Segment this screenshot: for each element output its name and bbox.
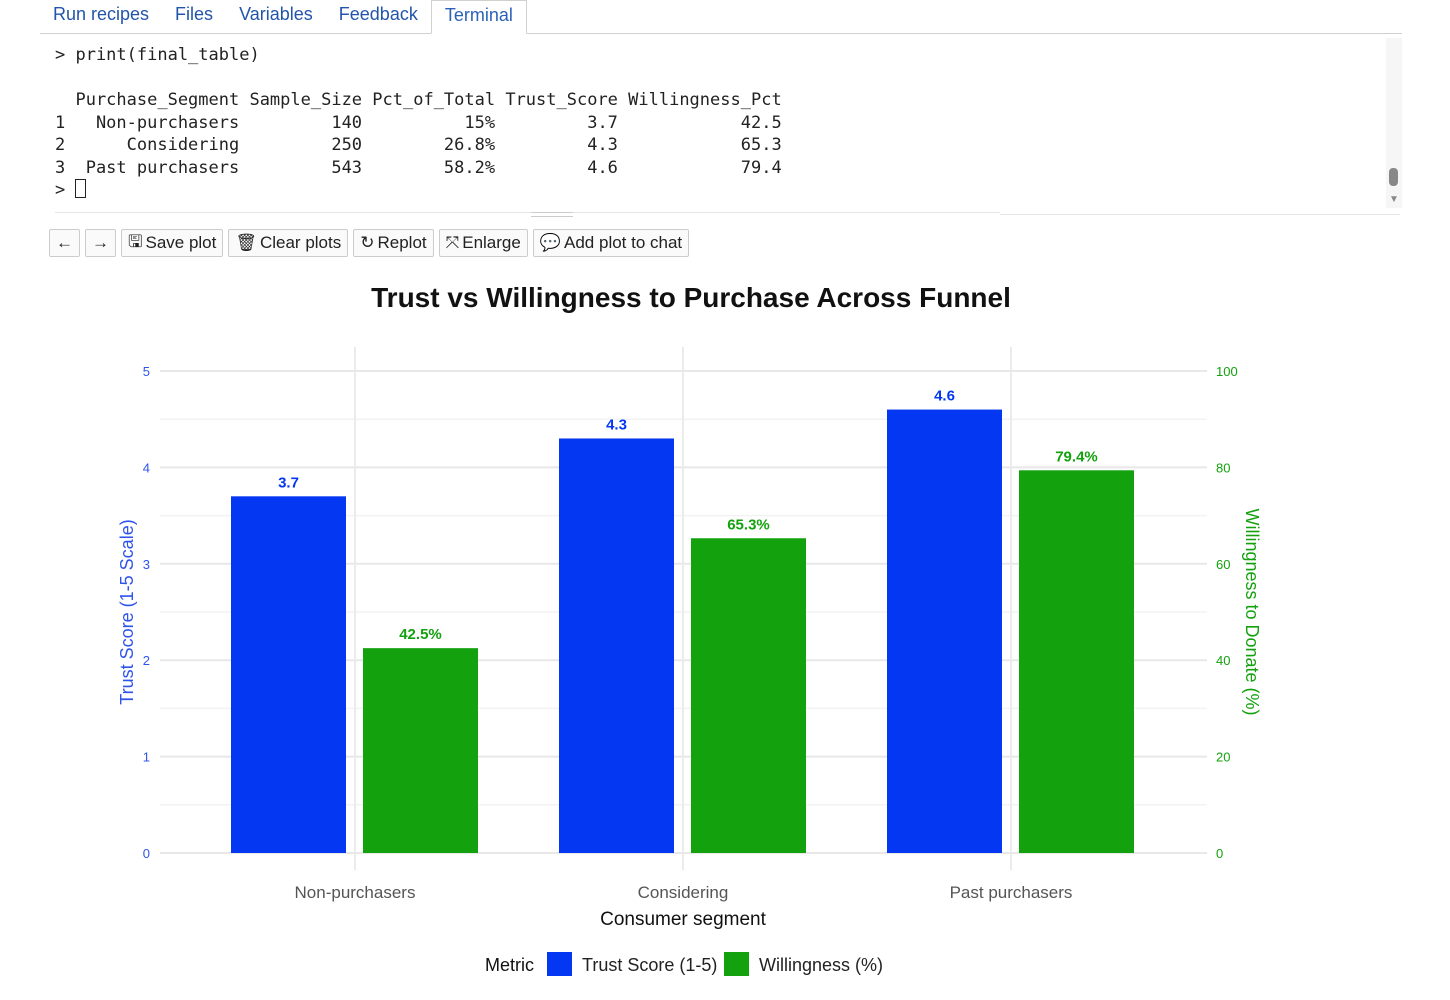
bar-trust [887,409,1002,853]
legend-swatch-trust [547,952,572,976]
tab-terminal[interactable]: Terminal [430,0,527,34]
save-icon: 🖫 [128,231,143,251]
x-tick-label: Past purchasers [950,883,1073,902]
scrollbar-thumb[interactable] [1389,168,1398,186]
y2-tick-label: 100 [1216,364,1238,379]
legend-label-trust: Trust Score (1-5) [582,955,717,975]
replot-button[interactable]: ↻ Replot [353,229,434,257]
terminal-command: > print(final_table) [55,45,260,65]
table-header: Purchase_Segment Sample_Size Pct_of_Tota… [55,90,782,110]
terminal-output[interactable]: > print(final_table) Purchase_Segment Sa… [55,44,782,202]
y-axis-label: Trust Score (1-5 Scale) [117,519,137,704]
save-plot-button[interactable]: 🖫 Save plot [121,229,224,257]
y2-axis-label: Willingness to Donate (%) [1242,508,1262,715]
y-tick-label: 2 [143,653,150,668]
terminal-scrollbar[interactable]: ▼ [1386,38,1402,208]
divider [1000,214,1400,215]
x-axis-label: Consumer segment [600,909,767,930]
add-plot-to-chat-button[interactable]: 💬 Add plot to chat [532,229,690,257]
data-label: 3.7 [278,474,299,491]
forward-button[interactable]: → [85,229,116,257]
tab-variables[interactable]: Variables [239,4,313,24]
refresh-icon: ↻ [360,233,375,252]
resize-handle[interactable] [531,212,573,217]
legend-swatch-willingness [724,952,749,976]
y-tick-label: 4 [143,460,150,475]
legend-title: Metric [485,955,534,975]
legend-label-willingness: Willingness (%) [759,955,883,975]
chat-icon: 💬 [539,233,562,252]
y2-tick-label: 20 [1216,750,1230,765]
data-label: 65.3% [727,516,770,533]
bar-trust [559,438,674,853]
y2-tick-label: 40 [1216,653,1230,668]
tab-feedback[interactable]: Feedback [338,4,418,24]
tab-files[interactable]: Files [175,4,214,24]
clear-plots-button[interactable]: 🗑 Clear plots [228,229,349,257]
table-row: 3 Past purchasers 543 58.2% 4.6 79.4 [55,157,782,178]
y-tick-label: 0 [143,846,150,861]
y2-tick-label: 0 [1216,846,1223,861]
terminal-prompt[interactable]: > [55,179,782,202]
bar-trust [231,496,346,853]
y-tick-label: 3 [143,557,150,572]
y-tick-label: 1 [143,750,150,765]
x-tick-label: Non-purchasers [295,883,416,902]
plot-toolbar: ← → 🖫 Save plot 🗑 Clear plots ↻ Replot ⤧ Enl… [49,229,690,257]
data-label: 4.3 [606,416,627,433]
chart-title: Trust vs Willingness to Purchase Across … [371,282,1011,313]
data-label: 79.4% [1055,448,1098,465]
arrow-left-icon: ← [56,233,73,252]
data-label: 4.6 [934,388,955,405]
enlarge-button[interactable]: ⤧ Enlarge [438,229,528,257]
x-tick-label: Considering [638,883,729,902]
y-tick-label: 5 [143,364,150,379]
y2-tick-label: 80 [1216,460,1230,475]
arrow-right-icon: → [92,233,109,252]
panel-tabs: Run recipes Files Variables Feedback Ter… [40,0,1402,34]
bar-willingness [1019,470,1134,853]
expand-icon: ⤧ [445,233,460,252]
trash-icon: 🗑 [235,233,257,252]
y2-tick-label: 60 [1216,557,1230,572]
bar-willingness [691,538,806,853]
divider [55,212,1000,213]
back-button[interactable]: ← [49,229,80,257]
table-row: 2 Considering 250 26.8% 4.3 65.3 [55,135,782,155]
scroll-down-arrow-icon[interactable]: ▼ [1389,194,1399,205]
data-label: 42.5% [399,626,442,643]
table-row: 1 Non-purchasers 140 15% 3.7 42.5 [55,112,782,133]
cursor [75,179,87,198]
tab-run-recipes[interactable]: Run recipes [53,4,150,24]
legend: Metric Trust Score (1-5) Willingness (%) [485,952,883,976]
bar-willingness [363,648,478,853]
